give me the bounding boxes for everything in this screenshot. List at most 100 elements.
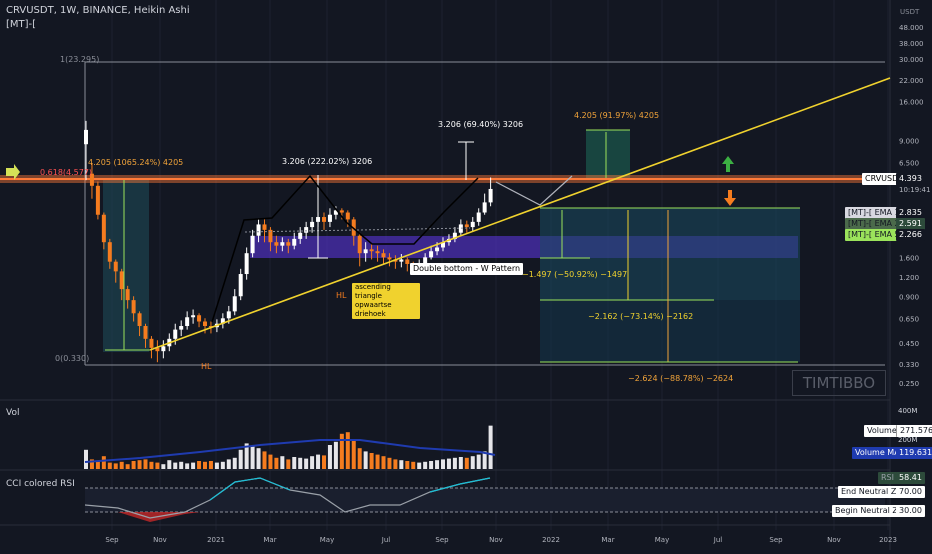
volume-bar (435, 460, 440, 469)
candle (298, 227, 303, 244)
candle (441, 237, 445, 252)
volume-bar (197, 461, 202, 469)
volume-bar (137, 460, 142, 469)
time-tick-label: Sep (435, 536, 449, 544)
rsi-title: CCI colored RSI (6, 479, 75, 489)
candle (119, 268, 124, 301)
ema26-value: 2.591 (896, 218, 925, 230)
candle (274, 235, 279, 254)
price-tick-label: 38.000 (899, 40, 924, 48)
volume-bar (488, 425, 493, 469)
volume-bar (173, 462, 178, 469)
candle (357, 232, 362, 267)
time-axis: Sep Nov 2021 Mar May Jul Sep Nov 2022 Mar May Jul Se… (105, 536, 897, 544)
volume-bar (482, 451, 487, 469)
volume-bar (470, 456, 475, 469)
time-tick-label: Nov (489, 536, 503, 544)
volume-title: Vol (6, 408, 20, 418)
time-tick-label: Mar (263, 536, 276, 544)
price-tick-label: 22.000 (899, 77, 924, 85)
volume-bar (405, 461, 410, 469)
volume-bar (393, 459, 398, 469)
symbol-title: CRVUSDT, 1W, BINANCE, Heikin Ashi (6, 5, 190, 16)
price-tick-label: 0.650 (899, 315, 919, 323)
volume-bar (203, 461, 207, 469)
price-tick-label: 0.900 (899, 293, 919, 301)
candle (95, 181, 100, 220)
candle (458, 219, 463, 236)
volume-bar (423, 461, 428, 469)
volume-tag-name: Volume (864, 425, 900, 437)
fib-label-1: 1(23.295) (60, 55, 100, 64)
price-tick-label: 1.200 (899, 274, 919, 282)
candle (244, 247, 249, 280)
price-tick-label: 16.000 (899, 98, 924, 106)
candles (84, 120, 493, 363)
end-neutral-name: End Neutral Zone (838, 486, 915, 498)
candle (369, 243, 374, 260)
volume-bar (280, 456, 285, 469)
candle (107, 238, 112, 269)
volume-bar (351, 440, 356, 469)
candle (387, 253, 392, 267)
volume-bar (387, 457, 392, 469)
candle (375, 245, 380, 262)
volume-bar (161, 464, 166, 469)
volume-bar (101, 456, 106, 469)
volume-bar (208, 461, 213, 469)
begin-neutral-value: 30.00 (896, 505, 925, 517)
currency-label: USDT (900, 8, 920, 16)
candle (405, 257, 410, 272)
candle (143, 323, 148, 348)
volume-bar (316, 454, 321, 469)
countdown-tag: 10:19:41 (896, 184, 932, 196)
candle (399, 254, 404, 268)
volume-bar (399, 460, 404, 469)
volume-bar (125, 464, 130, 469)
candle (220, 313, 225, 329)
candle (262, 219, 267, 243)
volume-bar (274, 457, 279, 469)
rsi-tag-value: 58.41 (896, 472, 925, 484)
target-up-zone (586, 130, 630, 180)
price-tick-label: 1.600 (899, 254, 919, 262)
candle (131, 296, 136, 322)
volume-ma-line (84, 439, 496, 463)
volume-bar (298, 457, 303, 469)
candle (304, 221, 309, 239)
volume-ma-tag-value: 119.631M (896, 447, 932, 459)
volume-bar (345, 432, 350, 469)
volume-bar (191, 462, 196, 469)
volume-bar (167, 460, 172, 469)
volume-bar (381, 456, 386, 469)
measure-label-1: 4.205 (1065.24%) 4205 (88, 158, 184, 167)
volume-bar (339, 433, 344, 469)
fib-label-0: 0(0.330) (55, 354, 90, 363)
volume-bar (369, 453, 374, 469)
time-tick-label: Sep (105, 536, 119, 544)
volume-bar (441, 459, 445, 469)
volume-bar (155, 462, 160, 469)
candle (238, 268, 243, 301)
ema26-name: [MT]-[ EMA 26 (845, 218, 908, 230)
arrow-down-icon (724, 190, 736, 206)
volume-bar (446, 458, 451, 469)
candle (452, 227, 457, 243)
volume-bar (417, 462, 422, 469)
volume-bar (107, 462, 112, 469)
volume-bar (452, 457, 457, 469)
candle (292, 232, 297, 250)
volume-bar (411, 461, 416, 469)
measure-label-2: 3.206 (222.02%) 3206 (282, 157, 373, 166)
time-tick-label: 2023 (879, 536, 897, 544)
measure-label-3: 3.206 (69.40%) 3206 (438, 120, 524, 129)
ema50-name: [MT]-[ EMA 50 (845, 229, 908, 241)
hl-label-2: HL (201, 362, 212, 371)
ema12-name: [MT]-[ EMA 12 (845, 207, 908, 219)
candle (381, 249, 386, 264)
candle (89, 163, 94, 199)
volume-bar (322, 455, 326, 469)
volume-bar (292, 457, 297, 469)
time-tick-label: 2021 (207, 536, 225, 544)
